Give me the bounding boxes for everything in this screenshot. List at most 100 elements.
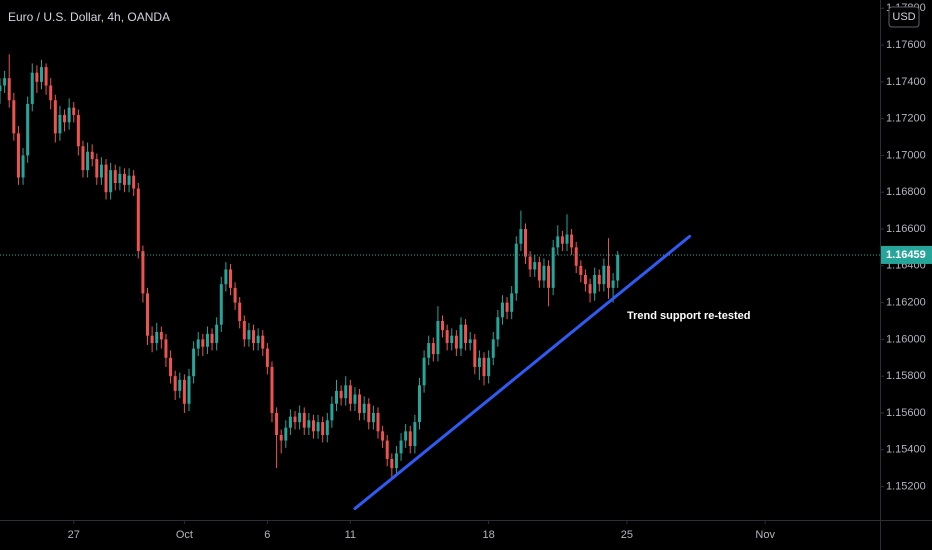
candle-body xyxy=(353,394,357,404)
candle-body xyxy=(63,114,67,123)
candle-body xyxy=(436,320,440,355)
candle-body xyxy=(399,440,403,454)
candle-body xyxy=(500,302,504,318)
candle-body xyxy=(348,385,352,404)
candle-body xyxy=(12,100,16,134)
candle-body xyxy=(210,333,214,344)
trend-line xyxy=(353,234,692,511)
candle-body xyxy=(560,236,564,244)
candle-body xyxy=(233,287,237,303)
candle-body xyxy=(86,151,90,171)
candle-body xyxy=(7,78,11,101)
candle-body xyxy=(252,330,256,344)
candle-body xyxy=(146,293,150,336)
candle-body xyxy=(537,262,541,281)
candle-body xyxy=(385,440,389,459)
candle-body xyxy=(118,173,122,184)
candle-body xyxy=(261,335,265,349)
candle-body xyxy=(127,175,131,185)
candle-body xyxy=(487,357,491,377)
candle-body xyxy=(35,72,39,82)
y-tick-label: 1.16200 xyxy=(886,296,926,308)
candle-body xyxy=(0,85,2,92)
candle-body xyxy=(104,164,108,193)
candle-body xyxy=(597,274,601,285)
candle-body xyxy=(464,324,468,344)
candle-body xyxy=(58,114,62,134)
y-tick-label: 1.17400 xyxy=(886,76,926,88)
candle-body xyxy=(551,247,555,288)
candle-body xyxy=(49,85,53,101)
y-tick-label: 1.17000 xyxy=(886,149,926,161)
candle-body xyxy=(602,265,606,285)
x-tick-label: Nov xyxy=(755,529,775,541)
x-tick-label: 25 xyxy=(621,529,633,541)
candle-body xyxy=(293,416,297,423)
candle-body xyxy=(155,332,159,344)
candle-body xyxy=(505,302,509,312)
candle-body xyxy=(427,343,431,358)
chart-title: Euro / U.S. Dollar, 4h, OANDA xyxy=(8,10,170,24)
candle-body xyxy=(376,412,380,432)
candle-body xyxy=(339,390,343,399)
candle-body xyxy=(574,247,578,266)
candle-body xyxy=(510,293,514,312)
y-tick-label: 1.15800 xyxy=(886,370,926,382)
candle-body xyxy=(53,100,57,134)
currency-label: USD xyxy=(892,11,915,23)
candle-body xyxy=(76,114,80,147)
candle-body xyxy=(459,324,463,349)
candle-body xyxy=(344,385,348,399)
y-tick-label: 1.17600 xyxy=(886,39,926,51)
candle-body xyxy=(422,357,426,386)
candle-body xyxy=(491,339,495,358)
candle-body xyxy=(109,170,113,193)
candle-body xyxy=(362,403,366,413)
x-tick-label: 27 xyxy=(68,529,80,541)
candle-body xyxy=(284,427,288,441)
candle-body xyxy=(95,159,99,178)
y-tick-label: 1.15200 xyxy=(886,480,926,492)
candle-body xyxy=(141,251,145,294)
candle-body xyxy=(330,403,334,421)
candle-body xyxy=(579,265,583,275)
candle-body xyxy=(228,269,232,288)
candle-body xyxy=(150,335,154,344)
candle-body xyxy=(565,234,569,244)
candle-body xyxy=(30,72,34,104)
candle-body xyxy=(265,348,269,367)
candle-body xyxy=(302,412,306,428)
candle-body xyxy=(394,453,398,469)
candle-body xyxy=(413,422,417,447)
candle-body xyxy=(325,420,329,436)
candle-body xyxy=(316,422,320,432)
candle-body xyxy=(335,390,339,404)
candle-body xyxy=(219,284,223,325)
candle-body xyxy=(113,170,117,184)
candle-body xyxy=(270,366,274,413)
candle-body xyxy=(307,420,311,428)
candle-body xyxy=(381,431,385,441)
candle-body xyxy=(99,164,103,178)
candle-body xyxy=(247,330,251,340)
candle-body xyxy=(311,420,315,432)
candle-body xyxy=(477,357,481,367)
candle-body xyxy=(606,265,610,288)
candle-body xyxy=(298,412,302,423)
candle-body xyxy=(570,234,574,248)
candle-body xyxy=(279,435,283,441)
candle-body xyxy=(482,357,486,377)
candle-body xyxy=(408,431,412,447)
candle-body xyxy=(417,385,421,423)
candle-body xyxy=(588,284,592,294)
candle-body xyxy=(192,348,196,377)
candle-body xyxy=(173,376,177,391)
candle-body xyxy=(178,379,182,391)
candle-body xyxy=(182,379,186,404)
y-tick-label: 1.16600 xyxy=(886,223,926,235)
candle-body xyxy=(533,262,537,270)
candle-body xyxy=(275,412,279,436)
candle-body xyxy=(44,67,48,86)
candle-body xyxy=(358,394,362,413)
